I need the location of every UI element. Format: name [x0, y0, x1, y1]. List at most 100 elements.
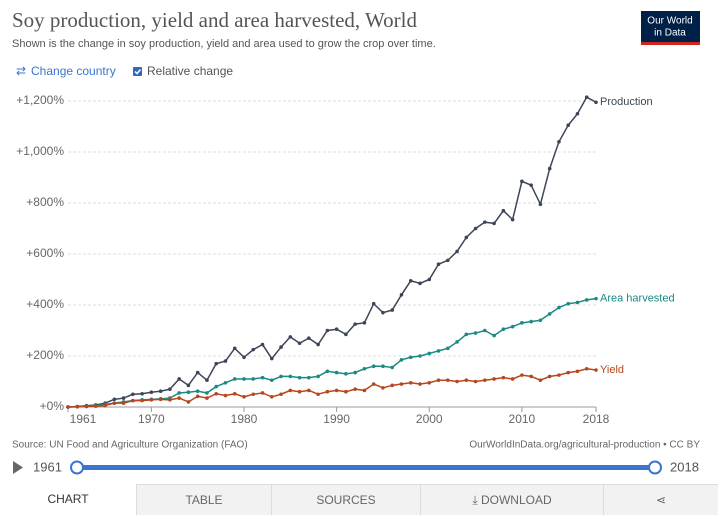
download-icon: ⤓	[472, 493, 481, 507]
point	[232, 391, 237, 396]
point	[205, 391, 209, 395]
point	[510, 377, 515, 381]
logo-stripe	[641, 42, 700, 45]
point	[436, 378, 441, 383]
point	[557, 373, 561, 377]
logo-text: in Data	[654, 28, 686, 39]
point	[399, 382, 404, 386]
point	[538, 202, 543, 207]
point	[297, 389, 302, 394]
checkbox[interactable]	[133, 67, 142, 76]
point	[566, 123, 571, 128]
point	[510, 324, 515, 329]
point	[260, 375, 265, 380]
point	[66, 405, 70, 409]
point	[279, 392, 283, 397]
point	[131, 392, 135, 397]
point	[455, 379, 459, 384]
point	[584, 95, 589, 99]
legend-label: Yield	[600, 364, 624, 376]
relative-change[interactable]: Relative change	[147, 64, 233, 78]
x-tick-label: 1980	[231, 412, 258, 426]
point	[594, 100, 598, 105]
point	[344, 332, 348, 337]
point	[177, 377, 181, 381]
point	[381, 364, 385, 369]
timeline-track	[76, 465, 656, 470]
point	[334, 327, 339, 332]
point	[168, 387, 172, 391]
point	[473, 226, 478, 231]
point	[260, 391, 265, 395]
point	[344, 372, 348, 376]
tab[interactable]: TABLE	[136, 484, 271, 515]
x-tick-label: 2018	[583, 412, 610, 426]
change-country[interactable]: Change country	[31, 64, 116, 78]
point	[269, 395, 274, 399]
timeline-start: 1961	[33, 459, 62, 474]
point	[232, 377, 237, 381]
logo[interactable]	[641, 11, 700, 44]
timeline-handle[interactable]	[70, 460, 84, 475]
point	[103, 403, 107, 408]
point	[408, 355, 413, 360]
point	[538, 378, 543, 383]
point	[418, 281, 422, 286]
point	[344, 389, 348, 394]
point	[483, 220, 487, 224]
x-tick-label: 2010	[509, 412, 536, 426]
point	[547, 166, 552, 171]
point	[251, 377, 256, 381]
point	[427, 351, 432, 356]
point	[140, 398, 144, 403]
point	[214, 391, 219, 396]
share-tab[interactable]: ⋖	[603, 484, 718, 515]
point	[473, 331, 478, 335]
point	[93, 404, 98, 409]
point	[492, 333, 496, 338]
point	[390, 383, 395, 388]
point	[195, 394, 200, 399]
y-tick-label: +0%	[40, 399, 65, 413]
point	[260, 342, 265, 347]
tab[interactable]: CHART	[0, 484, 136, 515]
x-tick-label: 1990	[323, 412, 350, 426]
point	[501, 375, 506, 380]
point	[594, 368, 598, 372]
tab-label: DOWNLOAD	[480, 493, 552, 507]
point	[547, 374, 552, 379]
y-tick-label: +1,000%	[16, 144, 64, 158]
point	[575, 111, 580, 116]
point	[575, 369, 580, 374]
point	[177, 391, 181, 395]
point	[334, 370, 339, 375]
point	[436, 349, 441, 353]
tab[interactable]: SOURCES	[271, 484, 420, 515]
point	[455, 340, 459, 344]
point	[75, 404, 80, 409]
point	[325, 328, 330, 333]
point	[316, 392, 320, 397]
point	[483, 378, 487, 383]
chart: Soy production, yield and area harvested…	[12, 8, 700, 475]
play-button[interactable]	[13, 461, 23, 474]
point	[288, 388, 293, 393]
point	[214, 361, 219, 366]
point	[195, 389, 200, 393]
point	[84, 404, 89, 409]
tab[interactable]: ⤓ DOWNLOAD	[420, 484, 603, 515]
url[interactable]: OurWorldInData.org/agricultural-producti…	[469, 440, 700, 451]
point	[168, 398, 172, 402]
timeline-handle[interactable]	[648, 460, 662, 475]
series-line	[67, 367, 597, 408]
swap-icon: ⇄	[16, 64, 26, 78]
y-tick-label: +800%	[26, 195, 64, 209]
check	[134, 69, 142, 75]
point	[529, 374, 533, 379]
point	[186, 383, 191, 388]
point	[195, 370, 200, 375]
point	[371, 364, 376, 369]
point	[186, 390, 191, 395]
point	[205, 378, 209, 383]
point	[547, 312, 552, 316]
